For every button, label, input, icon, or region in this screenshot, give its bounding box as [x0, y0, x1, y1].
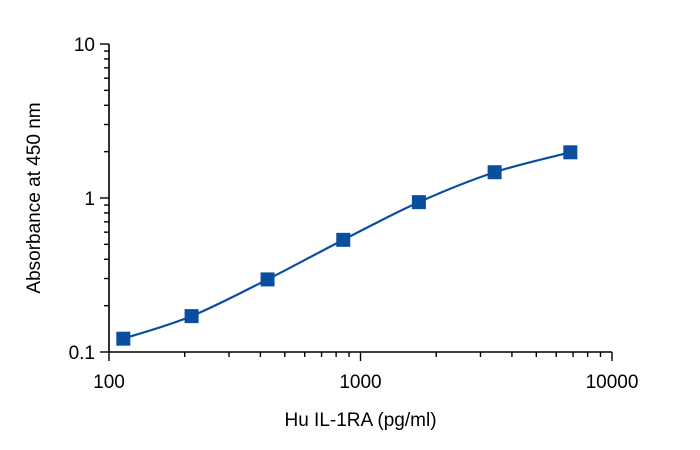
data-point-marker: [336, 232, 351, 247]
tick-labels: 0.1 1 10 100 1000 10000: [69, 35, 639, 393]
data-point-marker: [260, 272, 275, 287]
data-markers: [116, 145, 578, 346]
y-tick-label: 10: [74, 35, 95, 56]
x-tick-label: 10000: [586, 372, 639, 393]
y-tick-label: 1: [84, 189, 95, 210]
y-axis-label: Absorbance at 450 nm: [24, 102, 45, 293]
axes: [108, 44, 612, 353]
x-axis-label: Hu IL-1RA (pg/ml): [284, 410, 436, 431]
y-tick-label: 0.1: [69, 343, 95, 364]
data-point-marker: [487, 165, 502, 180]
data-point-marker: [116, 331, 131, 346]
x-tick-label: 100: [93, 372, 125, 393]
data-point-marker: [563, 145, 578, 160]
data-point-marker: [184, 309, 199, 324]
data-point-marker: [411, 195, 426, 210]
x-tick-label: 1000: [339, 372, 381, 393]
tick-marks: [100, 43, 613, 361]
